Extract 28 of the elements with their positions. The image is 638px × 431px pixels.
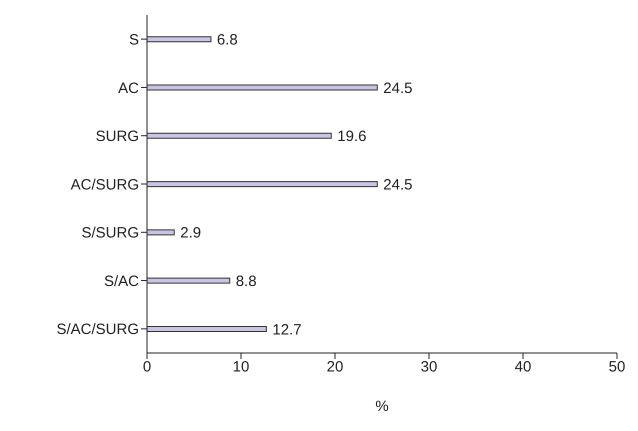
x-tick-label: 50 — [608, 358, 626, 376]
y-tick-label: S/SURG — [81, 224, 139, 242]
y-tick-label: AC/SURG — [70, 176, 139, 194]
bar — [147, 181, 378, 188]
y-tick-label: S — [128, 31, 139, 48]
x-tick-label: 10 — [232, 358, 250, 376]
x-tick-label: 30 — [420, 358, 438, 376]
data-label: 24.5 — [383, 80, 413, 97]
bar — [147, 326, 267, 332]
bar — [147, 229, 175, 236]
y-tick-label: SURG — [96, 128, 139, 146]
data-label: 24.5 — [383, 176, 413, 194]
data-label: 6.8 — [216, 32, 238, 49]
x-axis-title: % — [375, 398, 389, 415]
data-label: 19.6 — [337, 128, 366, 146]
data-label: 2.9 — [180, 224, 202, 242]
y-tick-label: S/AC — [104, 272, 140, 290]
bar — [147, 132, 332, 139]
x-tick-label: 0 — [142, 358, 152, 376]
x-tick-label: 40 — [514, 358, 532, 376]
data-label: 8.8 — [236, 272, 257, 290]
y-tick-label: S/AC/SURG — [56, 321, 139, 338]
bar — [147, 278, 230, 284]
bar — [147, 36, 212, 42]
data-label: 12.7 — [272, 321, 302, 338]
y-tick-label: AC — [118, 80, 140, 97]
bar — [147, 84, 378, 91]
x-tick-label: 20 — [326, 358, 344, 376]
